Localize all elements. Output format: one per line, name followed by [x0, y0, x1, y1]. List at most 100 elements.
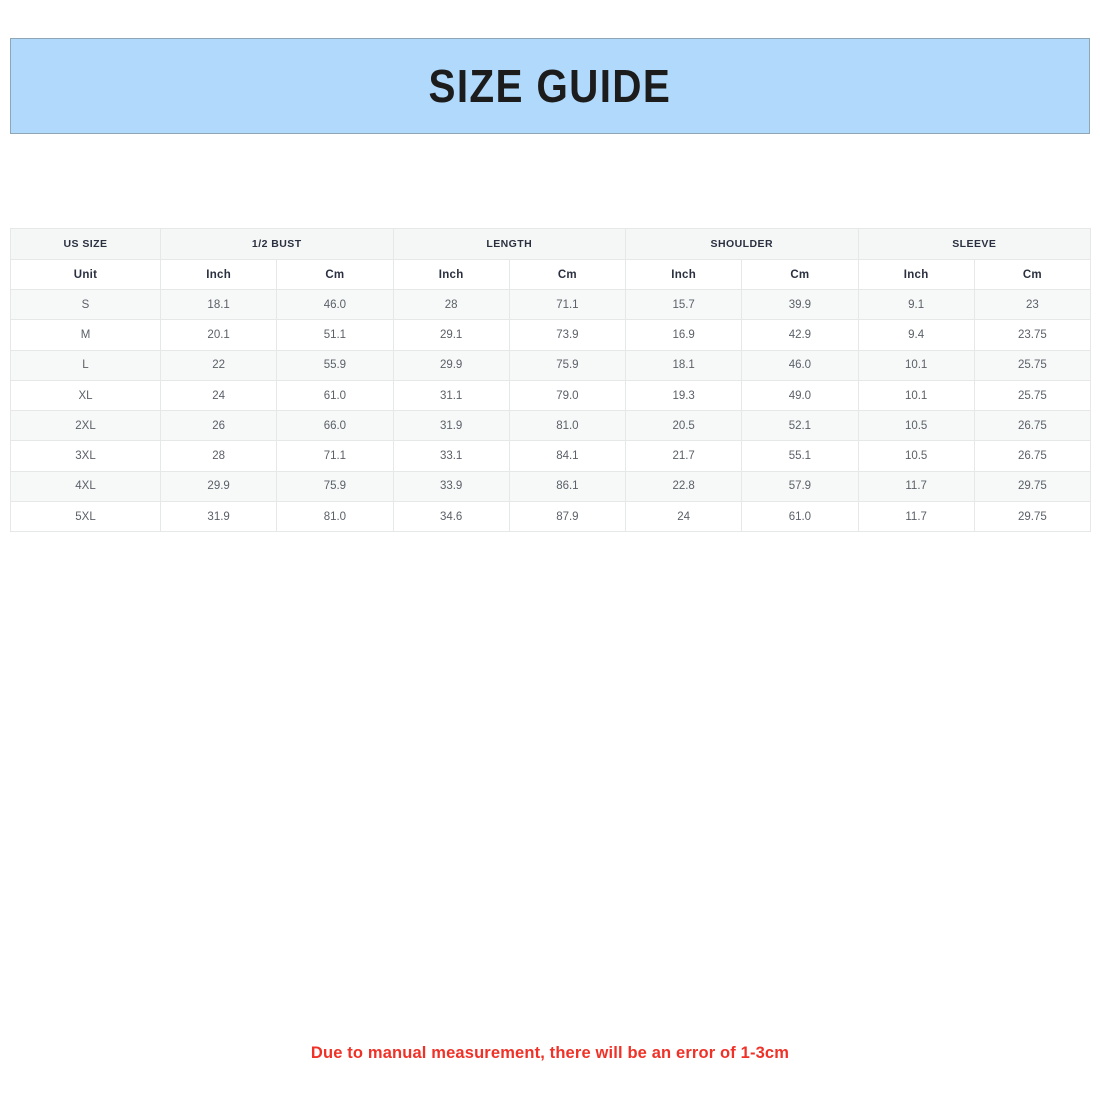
group-header-length: LENGTH [392, 228, 627, 260]
cell-shoulder-inch: 18.1 [625, 349, 743, 381]
cell-shoulder-inch: 24 [625, 501, 743, 533]
cell-shoulder-inch: 19.3 [625, 379, 743, 412]
cell-sleeve-inch: 11.7 [857, 470, 975, 503]
size-table-body: S 18.1 46.0 28 71.1 15.7 39.9 9.1 23 M 2… [10, 288, 1092, 533]
cell-sleeve-inch: 11.7 [857, 501, 975, 533]
cell-length-inch: 34.6 [392, 501, 510, 533]
cell-length-inch: 29.9 [392, 349, 510, 381]
cell-sleeve-cm: 26.75 [973, 410, 1092, 442]
cell-size: 4XL [10, 470, 161, 503]
cell-sleeve-cm: 23 [973, 288, 1092, 321]
cell-length-cm: 86.1 [508, 470, 627, 503]
table-row: 4XL 29.9 75.9 33.9 86.1 22.8 57.9 11.7 2… [10, 470, 1092, 503]
cell-sleeve-cm: 26.75 [973, 440, 1092, 472]
cell-length-inch: 29.1 [392, 319, 510, 351]
table-row: 3XL 28 71.1 33.1 84.1 21.7 55.1 10.5 26.… [10, 440, 1092, 472]
cell-sleeve-inch: 9.1 [857, 288, 975, 321]
cell-bust-cm: 55.9 [276, 349, 394, 381]
cell-sleeve-inch: 10.5 [857, 410, 975, 442]
cell-bust-cm: 71.1 [276, 440, 394, 472]
cell-size: 5XL [10, 501, 161, 533]
cell-bust-inch: 29.9 [159, 470, 278, 503]
cell-length-cm: 84.1 [508, 440, 627, 472]
measurement-disclaimer: Due to manual measurement, there will be… [310, 1044, 790, 1062]
cell-shoulder-cm: 61.0 [741, 501, 859, 533]
table-group-header-row: US SIZE 1/2 BUST LENGTH SHOULDER SLEEVE [10, 228, 1092, 260]
cell-size: 2XL [10, 410, 161, 442]
cell-shoulder-cm: 49.0 [741, 379, 859, 412]
cell-shoulder-cm: 39.9 [741, 288, 859, 321]
group-header-sleeve: SLEEVE [857, 228, 1092, 260]
cell-bust-cm: 46.0 [276, 288, 394, 321]
unit-header-sleeve-cm: Cm [973, 259, 1092, 290]
cell-shoulder-cm: 57.9 [741, 470, 859, 503]
cell-bust-inch: 24 [159, 379, 278, 412]
group-header-bust: 1/2 BUST [160, 228, 394, 260]
unit-header-length-inch: Inch [392, 259, 510, 290]
page-title: SIZE GUIDE [428, 60, 672, 112]
cell-length-inch: 31.9 [392, 410, 510, 442]
cell-shoulder-inch: 21.7 [625, 440, 743, 472]
size-table-container: US SIZE 1/2 BUST LENGTH SHOULDER SLEEVE … [10, 228, 1092, 533]
unit-header-bust-inch: Inch [159, 259, 278, 290]
cell-bust-cm: 75.9 [276, 470, 394, 503]
cell-size: XL [10, 379, 161, 412]
cell-bust-inch: 18.1 [159, 288, 278, 321]
cell-length-cm: 71.1 [508, 288, 627, 321]
cell-sleeve-cm: 25.75 [973, 349, 1092, 381]
cell-length-cm: 75.9 [508, 349, 627, 381]
cell-size: S [10, 288, 161, 321]
cell-bust-inch: 22 [159, 349, 278, 381]
table-unit-header-row: Unit Inch Cm Inch Cm Inch Cm Inch Cm [10, 259, 1092, 290]
cell-length-cm: 73.9 [508, 319, 627, 351]
cell-size: 3XL [10, 440, 161, 472]
cell-shoulder-cm: 46.0 [741, 349, 859, 381]
cell-length-cm: 79.0 [508, 379, 627, 412]
group-header-shoulder: SHOULDER [625, 228, 859, 260]
cell-sleeve-cm: 29.75 [973, 470, 1092, 503]
cell-length-cm: 81.0 [508, 410, 627, 442]
cell-bust-cm: 81.0 [276, 501, 394, 533]
cell-length-cm: 87.9 [508, 501, 627, 533]
cell-bust-inch: 26 [159, 410, 278, 442]
unit-header-shoulder-cm: Cm [741, 259, 859, 290]
table-row: XL 24 61.0 31.1 79.0 19.3 49.0 10.1 25.7… [10, 379, 1092, 412]
cell-sleeve-inch: 10.5 [857, 440, 975, 472]
unit-header-unit: Unit [10, 259, 161, 290]
unit-header-bust-cm: Cm [276, 259, 394, 290]
cell-sleeve-cm: 23.75 [973, 319, 1092, 351]
cell-bust-cm: 61.0 [276, 379, 394, 412]
cell-sleeve-cm: 25.75 [973, 379, 1092, 412]
cell-sleeve-inch: 10.1 [857, 379, 975, 412]
cell-shoulder-cm: 42.9 [741, 319, 859, 351]
table-row: 2XL 26 66.0 31.9 81.0 20.5 52.1 10.5 26.… [10, 410, 1092, 442]
cell-length-inch: 28 [392, 288, 510, 321]
cell-shoulder-cm: 55.1 [741, 440, 859, 472]
size-guide-banner: SIZE GUIDE [10, 38, 1090, 134]
cell-sleeve-inch: 10.1 [857, 349, 975, 381]
table-row: S 18.1 46.0 28 71.1 15.7 39.9 9.1 23 [10, 288, 1092, 321]
cell-bust-inch: 31.9 [159, 501, 278, 533]
cell-sleeve-cm: 29.75 [973, 501, 1092, 533]
measurement-diagram: SHOULDER SLEEVE 1/2 BUST LENGTH [0, 540, 1100, 1068]
cell-size: M [10, 319, 161, 351]
cell-sleeve-inch: 9.4 [857, 319, 975, 351]
cell-shoulder-inch: 16.9 [625, 319, 743, 351]
unit-header-sleeve-inch: Inch [857, 259, 975, 290]
table-row: 5XL 31.9 81.0 34.6 87.9 24 61.0 11.7 29.… [10, 501, 1092, 533]
table-row: M 20.1 51.1 29.1 73.9 16.9 42.9 9.4 23.7… [10, 319, 1092, 351]
unit-header-length-cm: Cm [508, 259, 627, 290]
cell-bust-cm: 51.1 [276, 319, 394, 351]
cell-length-inch: 31.1 [392, 379, 510, 412]
cell-bust-inch: 20.1 [159, 319, 278, 351]
cell-bust-inch: 28 [159, 440, 278, 472]
cell-bust-cm: 66.0 [276, 410, 394, 442]
cell-shoulder-inch: 22.8 [625, 470, 743, 503]
size-chart-table: US SIZE 1/2 BUST LENGTH SHOULDER SLEEVE … [10, 228, 1092, 533]
cell-shoulder-inch: 15.7 [625, 288, 743, 321]
cell-length-inch: 33.1 [392, 440, 510, 472]
cell-shoulder-cm: 52.1 [741, 410, 859, 442]
group-header-us-size: US SIZE [10, 228, 161, 260]
polo-shirt-diagram-svg: SHOULDER SLEEVE 1/2 BUST LENGTH [515, 1048, 617, 1068]
cell-size: L [10, 349, 161, 381]
